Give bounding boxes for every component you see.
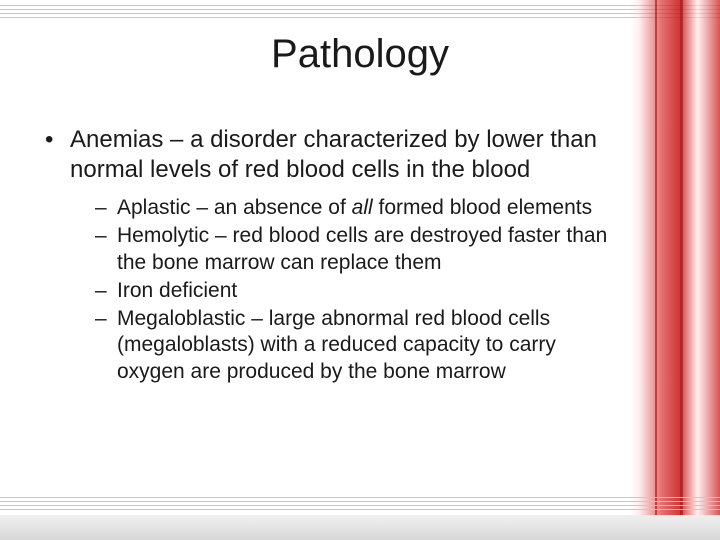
- bullet-main-prefix: Anemias –: [70, 126, 190, 153]
- bullet-main: Anemias – a disorder characterized by lo…: [45, 125, 610, 185]
- right-red-band: [630, 0, 720, 540]
- sub-bullet-iron: Iron deficient: [95, 278, 610, 304]
- bottom-fade: [0, 515, 720, 540]
- sub-bullet-aplastic: Aplastic – an absence of all formed bloo…: [95, 195, 610, 221]
- top-decorative-lines: [0, 5, 720, 23]
- sub-bullets: Aplastic – an absence of all formed bloo…: [45, 195, 610, 385]
- slide: Pathology Anemias – a disorder character…: [0, 0, 720, 540]
- slide-content: Anemias – a disorder characterized by lo…: [45, 125, 610, 387]
- sub-bullet-megaloblastic: Megaloblastic – large abnormal red blood…: [95, 306, 610, 385]
- sub1-suffix: formed blood elements: [373, 196, 592, 219]
- slide-title: Pathology: [0, 32, 720, 77]
- sub-bullet-hemolytic: Hemolytic – red blood cells are destroye…: [95, 223, 610, 276]
- bottom-decorative-lines: [0, 497, 720, 515]
- sub1-italic: all: [352, 196, 373, 219]
- sub1-prefix: Aplastic – an absence of: [117, 196, 352, 219]
